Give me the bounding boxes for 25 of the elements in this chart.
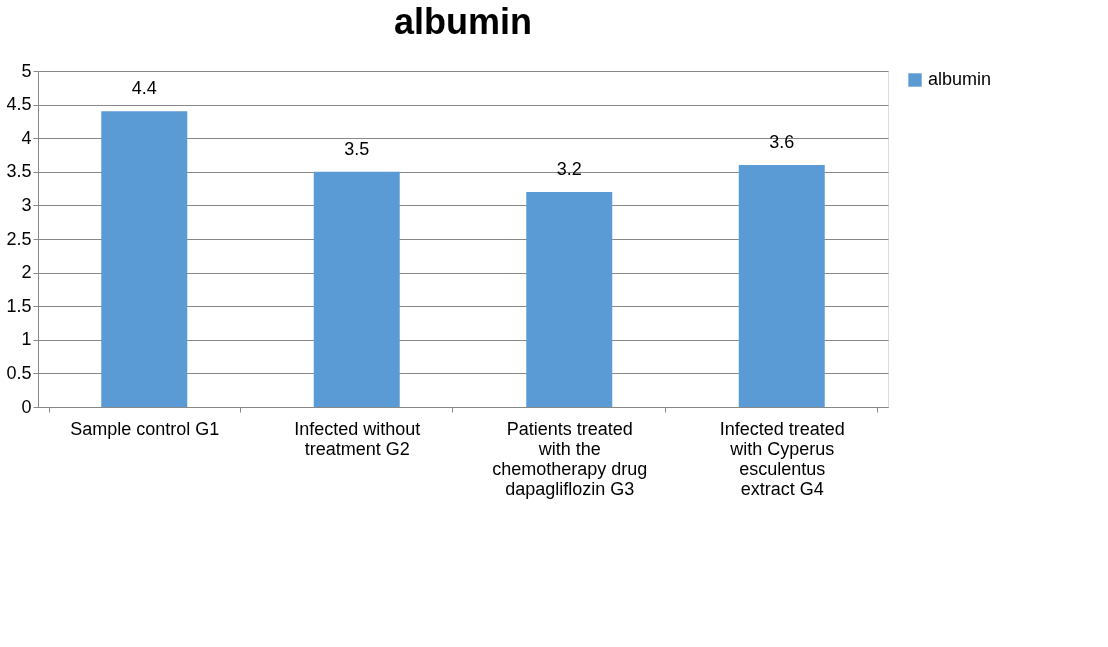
y-tick-label: 2 (21, 262, 32, 283)
y-tick-label: 1 (21, 329, 32, 350)
bar (313, 171, 400, 407)
chart-title: albumin (393, 1, 533, 42)
y-tick-label: 0 (21, 396, 32, 417)
y-tick-label: 3 (21, 194, 32, 215)
data-label: 4.4 (131, 78, 157, 99)
x-tick-label: Sample control G1 (70, 418, 220, 439)
legend-label: albumin (928, 69, 992, 89)
y-tick-label: 5 (21, 60, 32, 81)
y-tick-label: 2.5 (6, 228, 32, 249)
bar (738, 165, 825, 407)
y-tick-label: 4.5 (6, 94, 32, 115)
y-tick-label: 3.5 (6, 161, 32, 182)
data-label: 3.6 (769, 132, 795, 153)
x-tick-label: Infected treated with Cyperus esculentus extract G4 (719, 418, 845, 499)
y-tick-label: 0.5 (6, 362, 32, 383)
y-tick-label: 4 (21, 127, 32, 148)
data-label: 3.5 (344, 138, 370, 159)
y-tick-label: 1.5 (6, 295, 32, 316)
x-tick-label: Infected without treatment G2 (294, 418, 421, 459)
x-tick-label: Patients treated with the chemotherapy drug dapagliflozin G3 (492, 418, 648, 499)
bar (101, 111, 188, 407)
data-label: 3.2 (556, 158, 582, 179)
bar (526, 191, 613, 407)
